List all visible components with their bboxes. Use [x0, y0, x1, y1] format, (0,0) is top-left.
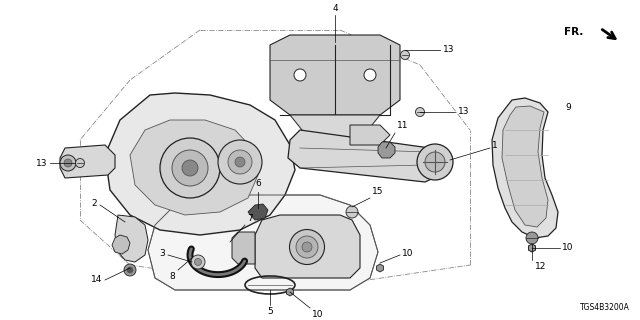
- Text: TGS4B3200A: TGS4B3200A: [580, 303, 630, 312]
- Text: 13: 13: [443, 45, 454, 54]
- Text: 2: 2: [92, 198, 97, 207]
- Circle shape: [191, 255, 205, 269]
- Polygon shape: [60, 145, 115, 178]
- Text: 1: 1: [492, 141, 498, 150]
- Circle shape: [124, 264, 136, 276]
- Circle shape: [76, 158, 84, 167]
- Polygon shape: [529, 244, 536, 252]
- Circle shape: [218, 140, 262, 184]
- Circle shape: [417, 144, 453, 180]
- Circle shape: [127, 267, 133, 273]
- Circle shape: [172, 150, 208, 186]
- Polygon shape: [378, 142, 395, 158]
- Polygon shape: [232, 232, 255, 264]
- Polygon shape: [376, 264, 383, 272]
- Text: 10: 10: [402, 249, 413, 258]
- Text: 5: 5: [267, 307, 273, 316]
- Text: 9: 9: [565, 103, 571, 113]
- Text: FR.: FR.: [564, 27, 583, 37]
- Polygon shape: [529, 244, 536, 252]
- Polygon shape: [105, 93, 295, 235]
- Circle shape: [526, 232, 538, 244]
- Ellipse shape: [296, 236, 318, 258]
- Text: 10: 10: [562, 244, 573, 252]
- Text: 8: 8: [169, 272, 175, 281]
- Polygon shape: [115, 215, 148, 262]
- Text: 14: 14: [91, 276, 102, 284]
- Text: 13: 13: [458, 108, 470, 116]
- Text: 10: 10: [312, 310, 323, 319]
- Polygon shape: [248, 204, 268, 220]
- Text: 15: 15: [372, 187, 383, 196]
- Polygon shape: [112, 235, 130, 254]
- Text: 13: 13: [35, 158, 47, 167]
- Polygon shape: [270, 35, 400, 115]
- Circle shape: [425, 152, 445, 172]
- Ellipse shape: [302, 242, 312, 252]
- Polygon shape: [255, 215, 360, 278]
- Circle shape: [364, 69, 376, 81]
- Circle shape: [182, 160, 198, 176]
- Text: 11: 11: [397, 121, 408, 130]
- Text: 12: 12: [535, 262, 547, 271]
- Circle shape: [60, 155, 76, 171]
- Polygon shape: [288, 130, 445, 182]
- Circle shape: [235, 157, 245, 167]
- Circle shape: [401, 51, 410, 60]
- Polygon shape: [502, 106, 548, 227]
- Text: 4: 4: [332, 4, 338, 13]
- Polygon shape: [350, 125, 390, 145]
- Ellipse shape: [289, 229, 324, 265]
- Circle shape: [64, 159, 72, 167]
- Circle shape: [195, 259, 202, 266]
- Text: 3: 3: [159, 250, 165, 259]
- Polygon shape: [290, 115, 380, 140]
- Polygon shape: [148, 195, 378, 290]
- Circle shape: [228, 150, 252, 174]
- Circle shape: [160, 138, 220, 198]
- Polygon shape: [287, 288, 294, 296]
- Circle shape: [346, 206, 358, 218]
- Text: 7: 7: [247, 214, 253, 223]
- Circle shape: [415, 108, 424, 116]
- Text: 6: 6: [255, 179, 261, 188]
- Polygon shape: [492, 98, 558, 238]
- Circle shape: [294, 69, 306, 81]
- Polygon shape: [130, 120, 258, 215]
